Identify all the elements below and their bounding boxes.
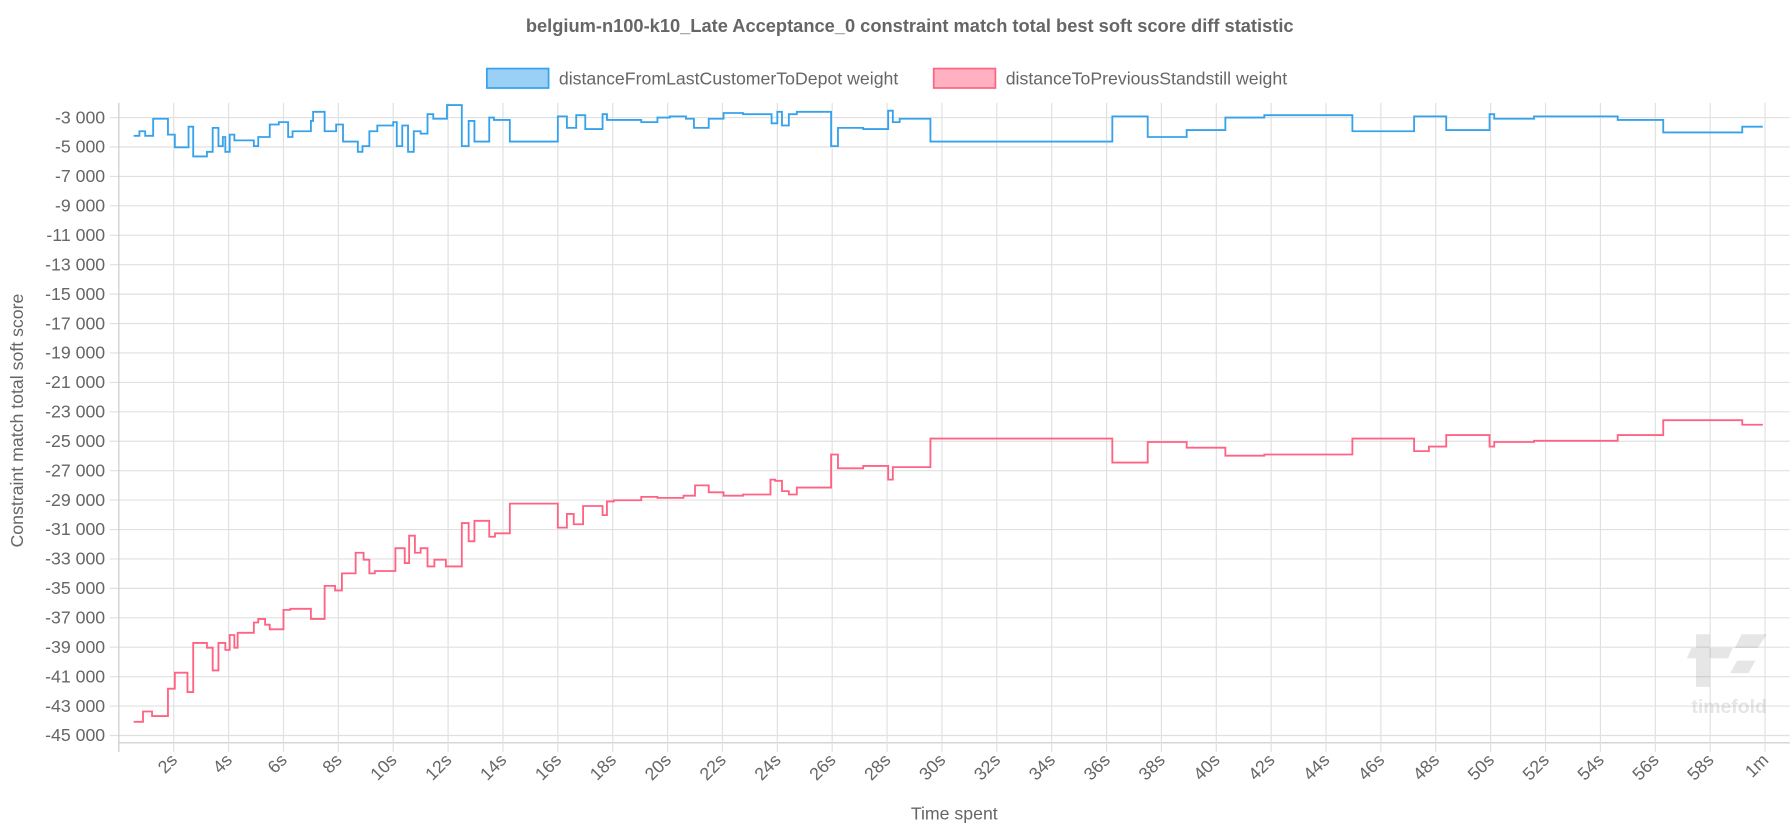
- x-tick-label: 16s: [531, 750, 565, 784]
- x-tick-label: 10s: [366, 750, 400, 784]
- y-tick-label: -7 000: [55, 166, 105, 186]
- x-tick-label: 38s: [1135, 750, 1169, 784]
- legend-item-standstill[interactable]: distanceToPreviousStandstill weight: [932, 67, 1288, 89]
- y-tick-label: -27 000: [45, 460, 105, 480]
- x-tick-label: 12s: [421, 750, 455, 784]
- series-lines: [133, 104, 1763, 723]
- timefold-logo: timefold: [1686, 634, 1767, 718]
- x-tick-label: 6s: [264, 750, 291, 777]
- y-tick-label: -17 000: [45, 313, 105, 333]
- y-tick-label: -29 000: [45, 490, 105, 510]
- x-axis-ticks: 2s 4s 6s 8s 10s 12s 14s 16s 18s 20s 22s 24s 26s 28s 30…: [154, 750, 1773, 784]
- legend-swatch-depot: [485, 67, 550, 89]
- x-tick-label: 8s: [318, 750, 345, 777]
- x-tick-label: 50s: [1464, 750, 1498, 784]
- y-tick-label: -31 000: [45, 519, 105, 539]
- y-tick-label: -11 000: [46, 225, 105, 245]
- legend-label-standstill: distanceToPreviousStandstill weight: [1006, 69, 1288, 89]
- y-tick-label: -5 000: [55, 137, 105, 157]
- x-tick-label: 40s: [1189, 750, 1223, 784]
- x-tick-label: 48s: [1409, 750, 1443, 784]
- x-tick-label: 42s: [1244, 750, 1278, 784]
- series-line-standstill: [133, 419, 1763, 723]
- x-tick-label: 54s: [1573, 750, 1607, 784]
- y-tick-label: -45 000: [45, 725, 105, 745]
- legend-label-depot: distanceFromLastCustomerToDepot weight: [559, 69, 899, 89]
- x-tick-label: 22s: [696, 750, 730, 784]
- y-tick-label: -37 000: [45, 608, 105, 628]
- y-axis-title: Constraint match total soft score: [7, 293, 27, 547]
- y-tick-label: -25 000: [45, 431, 105, 451]
- x-tick-label: 32s: [970, 750, 1004, 784]
- y-tick-label: -15 000: [45, 284, 105, 304]
- x-tick-label: 14s: [476, 750, 510, 784]
- watermark-text: timefold: [1691, 696, 1766, 718]
- x-tick-label: 26s: [805, 750, 839, 784]
- y-tick-label: -33 000: [45, 549, 105, 569]
- x-tick-label: 24s: [750, 750, 784, 784]
- y-tick-label: -23 000: [45, 402, 105, 422]
- legend: distanceFromLastCustomerToDepot weight d…: [485, 67, 1288, 89]
- y-tick-label: -13 000: [45, 254, 105, 274]
- x-tick-label: 34s: [1025, 750, 1059, 784]
- x-tick-label: 18s: [586, 750, 620, 784]
- series-line-depot: [133, 104, 1763, 158]
- legend-swatch-standstill: [932, 67, 997, 89]
- y-axis-ticks: -3 000 -5 000 -7 000 -9 000 -11 000 -13 000 -1…: [45, 107, 105, 745]
- x-tick-label: 2s: [154, 750, 181, 777]
- chart-title: belgium-n100-k10_Late Acceptance_0 const…: [526, 15, 1294, 36]
- x-axis-title: Time spent: [911, 803, 998, 823]
- y-tick-label: -35 000: [45, 578, 105, 598]
- y-tick-label: -39 000: [45, 637, 105, 657]
- x-tick-label: 44s: [1299, 750, 1333, 784]
- x-tick-label: 58s: [1683, 750, 1717, 784]
- x-tick-label: 30s: [915, 750, 949, 784]
- x-tick-label: 20s: [641, 750, 675, 784]
- x-tick-label: 56s: [1628, 750, 1662, 784]
- x-tick-label: 1m: [1741, 750, 1773, 782]
- y-tick-label: -43 000: [45, 696, 105, 716]
- y-tick-label: -9 000: [55, 196, 105, 216]
- x-tick-label: 46s: [1354, 750, 1388, 784]
- grid: [109, 102, 1790, 752]
- x-tick-label: 4s: [209, 750, 236, 777]
- legend-item-depot[interactable]: distanceFromLastCustomerToDepot weight: [485, 67, 899, 89]
- x-tick-label: 36s: [1080, 750, 1114, 784]
- y-tick-label: -41 000: [45, 666, 105, 686]
- x-tick-label: 28s: [860, 750, 894, 784]
- x-tick-label: 52s: [1519, 750, 1553, 784]
- y-tick-label: -3 000: [55, 107, 105, 127]
- y-tick-label: -21 000: [45, 372, 105, 392]
- y-tick-label: -19 000: [45, 343, 105, 363]
